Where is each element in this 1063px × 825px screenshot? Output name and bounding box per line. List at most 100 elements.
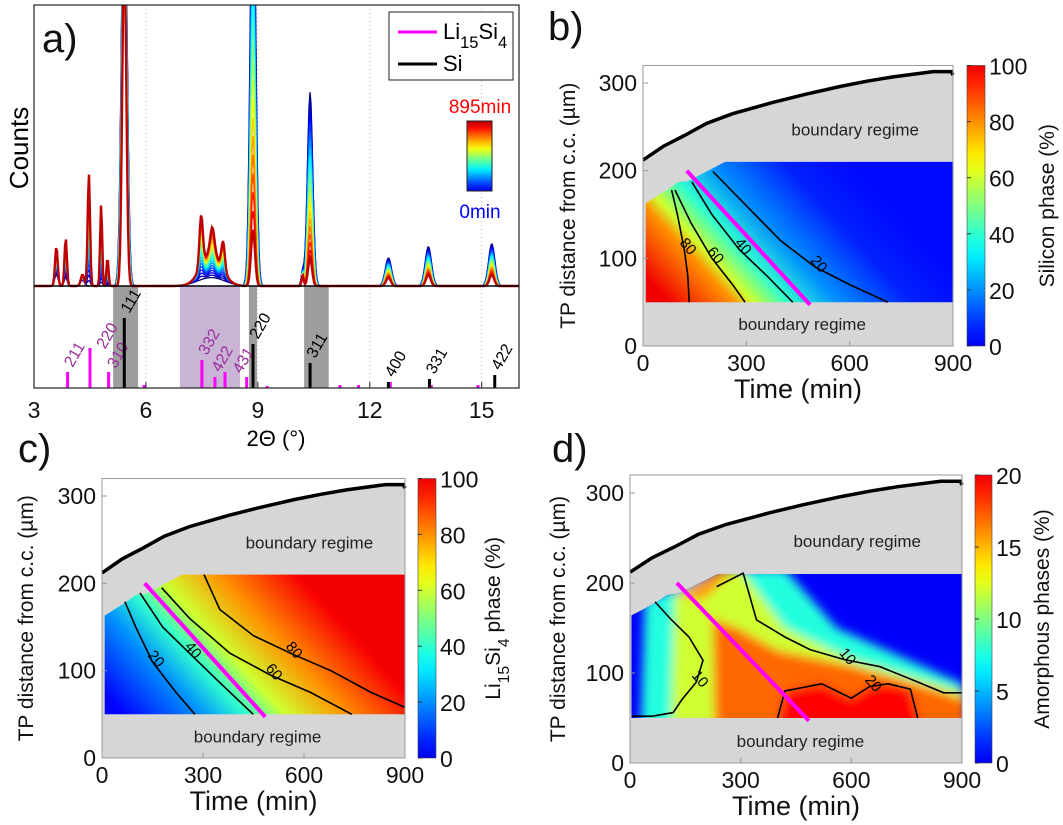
shaded-range [179, 286, 240, 388]
colorbar-tick-label: 15 [996, 535, 1022, 561]
contour-line [716, 571, 962, 694]
x-tick-label: 0 [637, 350, 650, 376]
x-tick-label: 6 [140, 397, 153, 423]
x-tick-label: 9 [251, 397, 264, 423]
contour-line [124, 601, 196, 715]
time-max-label: 895min [449, 97, 511, 118]
colorbar-tick-label: 20 [996, 463, 1022, 489]
x-tick-label: 600 [832, 767, 870, 793]
colorbar-label: Amorphous phases (%) [1031, 509, 1054, 728]
subscript: 15 [460, 34, 478, 52]
time-colorbar [466, 120, 493, 192]
contour-line [691, 181, 794, 303]
panel-label: c) [18, 427, 51, 471]
axes-frame [33, 4, 520, 389]
colorbar-tick-label: 5 [996, 679, 1009, 705]
x-tick-label: 600 [830, 350, 868, 376]
legend-box [388, 11, 514, 81]
colorbar-tick-label: 10 [996, 607, 1022, 633]
axes-frame [642, 64, 954, 347]
x-axis-label: 2Θ (°) [247, 426, 306, 451]
electrode-surface-line [101, 482, 407, 575]
text-part: Amorphous phases (%) [1031, 509, 1054, 728]
panel-label: d) [552, 427, 588, 471]
boundary-label-lower: boundary regime [194, 727, 322, 746]
subscript: 15 [496, 666, 513, 684]
colorbar [417, 478, 437, 759]
colorbar-tick-label: 60 [989, 166, 1015, 192]
colorbar-tick-label: 20 [440, 690, 466, 716]
x-tick-label: 300 [184, 762, 222, 788]
electrode-surface-line [642, 69, 955, 162]
x-tick-label: 900 [386, 762, 424, 788]
boundary-label-upper: boundary regime [791, 121, 919, 140]
colorbar-tick-label: 100 [440, 467, 478, 493]
element-symbol: Li [443, 19, 460, 44]
panel-label: b) [548, 5, 584, 49]
contour-line [776, 682, 919, 719]
legend-label: Si [443, 51, 463, 76]
y-axis-label: TP distance from c.c. (µm) [15, 495, 38, 741]
x-axis-label: Time (min) [190, 786, 318, 816]
marker-line [685, 169, 812, 307]
colorbar-tick-label: 40 [989, 222, 1015, 248]
element-symbol: Si [478, 19, 498, 44]
text-part: phase (%) [482, 537, 505, 639]
subscript: 4 [498, 34, 507, 52]
boundary-label-lower: boundary regime [738, 315, 866, 334]
x-tick-label: 900 [943, 767, 981, 793]
y-tick-label: 300 [586, 480, 624, 506]
y-tick-label: 200 [599, 158, 637, 184]
contour-line [670, 189, 690, 303]
colorbar-tick-label: 0 [989, 334, 1002, 360]
y-tick-label: 0 [83, 745, 96, 771]
colorbar-tick-label: 20 [989, 278, 1015, 304]
heatmap-blob [674, 574, 734, 600]
shaded-range [304, 286, 329, 388]
heatmap [631, 574, 962, 718]
x-tick-label: 600 [285, 762, 323, 788]
shaded-range [248, 286, 258, 388]
y-tick-label: 200 [586, 570, 624, 596]
legend-label: Li15Si4 [443, 19, 507, 52]
colorbar-tick-label: 60 [440, 578, 466, 604]
contour-line [631, 601, 704, 718]
contour-line [712, 170, 889, 303]
element-symbol: Li [482, 683, 505, 699]
y-tick-label: 0 [624, 333, 637, 359]
subscript: 4 [496, 638, 513, 647]
colorbar-tick-label: 40 [440, 634, 466, 660]
panel-label: a) [42, 17, 78, 61]
contour-line [161, 587, 353, 716]
y-tick-label: 0 [611, 750, 624, 776]
y-tick-label: 100 [586, 660, 624, 686]
y-tick-label: 100 [599, 245, 637, 271]
x-tick-label: 3 [28, 397, 41, 423]
x-axis-label: Time (min) [734, 374, 862, 404]
x-tick-label: 300 [727, 350, 765, 376]
contour-line [139, 592, 254, 715]
x-tick-label: 0 [96, 762, 109, 788]
x-axis-label: Time (min) [732, 791, 860, 821]
colorbar-tick-label: 80 [989, 110, 1015, 136]
boundary-label-lower: boundary regime [737, 732, 865, 751]
colorbar-tick-label: 80 [440, 522, 466, 548]
contour-line [674, 189, 746, 303]
colorbar-label: Li15Si4 phase (%) [482, 537, 513, 700]
electrode-surface-line [629, 479, 964, 574]
colorbar [966, 65, 986, 347]
y-tick-label: 300 [58, 483, 96, 509]
boundary-label-upper: boundary regime [246, 533, 374, 552]
x-tick-label: 900 [934, 350, 972, 376]
text-part: Silicon phase (%) [1036, 124, 1059, 287]
axes-frame [629, 474, 963, 764]
y-axis-label: TP distance from c.c. (µm) [547, 496, 570, 742]
